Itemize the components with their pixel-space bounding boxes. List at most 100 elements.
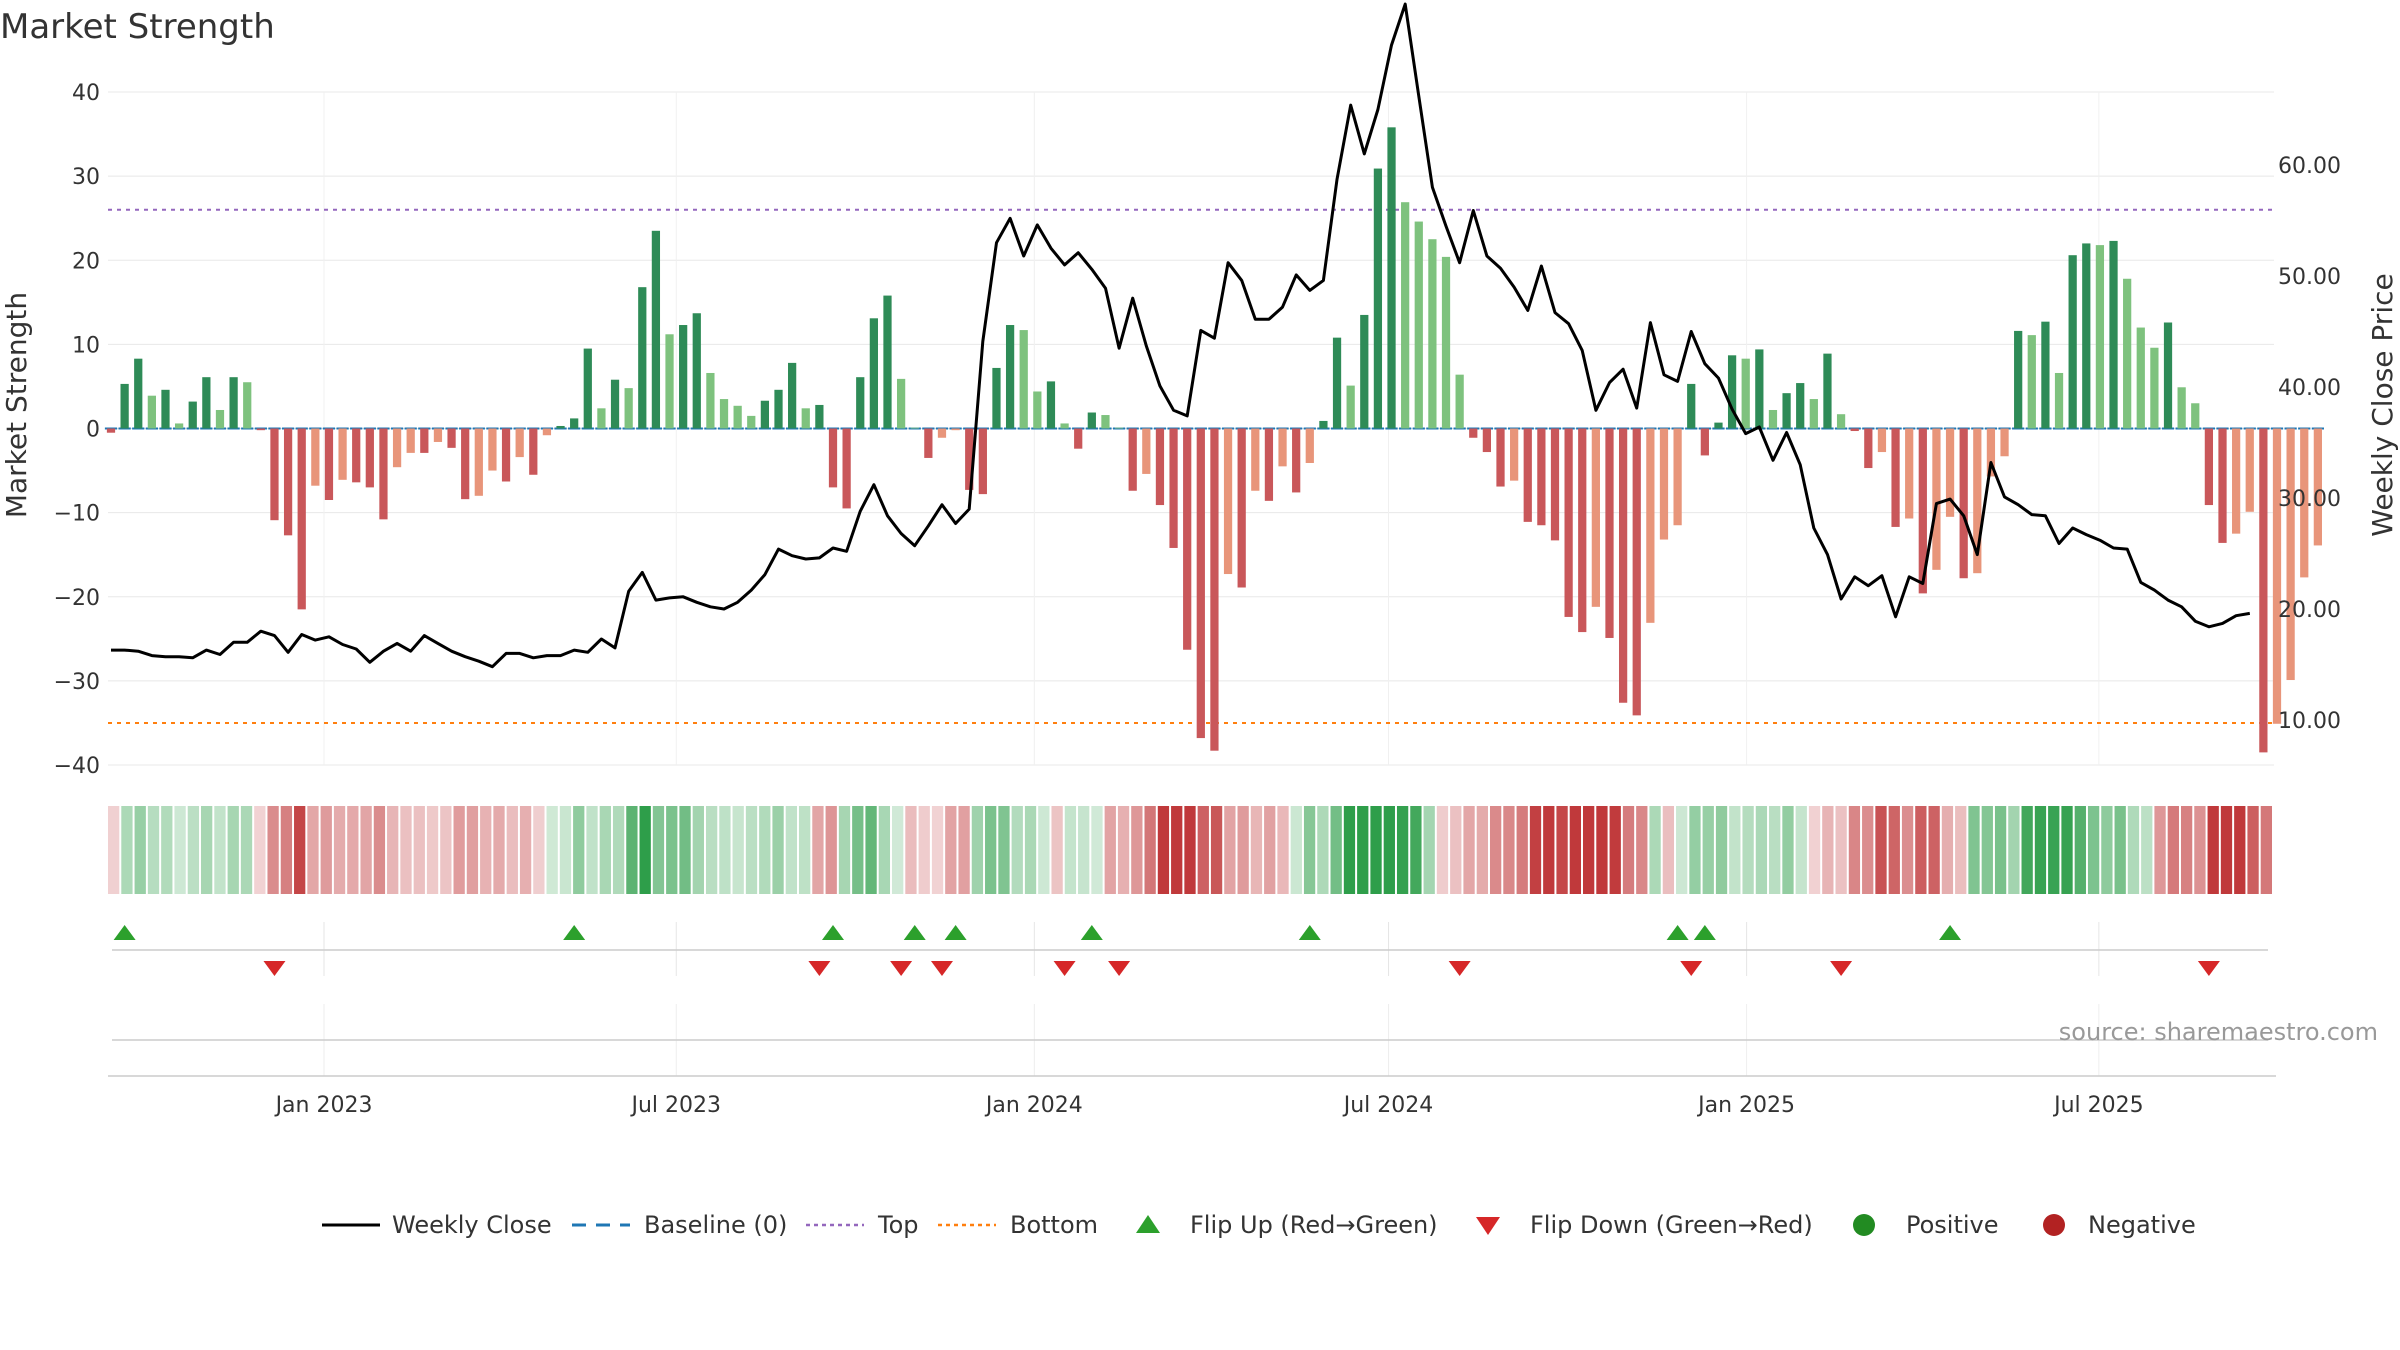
- heat-cell: [187, 806, 200, 894]
- legend-swatch-negative: [2043, 1214, 2065, 1236]
- heat-cell: [1290, 806, 1302, 894]
- x-tick-label: Jan 2023: [274, 1093, 373, 1118]
- heat-cell: [1676, 806, 1688, 894]
- heat-cell: [201, 806, 213, 894]
- strength-bar: [1918, 428, 1927, 594]
- strength-bar: [529, 428, 538, 475]
- y-tick-label: −30: [54, 670, 100, 695]
- heat-cell: [1742, 806, 1754, 894]
- strength-bar: [365, 428, 374, 488]
- heat-cell: [705, 806, 718, 894]
- heat-cell: [1131, 806, 1143, 894]
- heat-cell: [692, 806, 704, 894]
- strength-bar: [1591, 428, 1600, 607]
- strength-bar: [1550, 428, 1560, 541]
- heat-cell: [147, 806, 160, 894]
- strength-bar: [1959, 428, 1968, 579]
- weekly-close-path: [111, 2, 2251, 669]
- heat-cell: [320, 806, 332, 894]
- strength-bar: [2245, 428, 2254, 512]
- heat-cell: [174, 806, 186, 894]
- heat-cell: [1516, 806, 1528, 894]
- strength-bar: [1632, 428, 1641, 716]
- strength-bar: [1169, 428, 1178, 548]
- strength-bar: [1864, 428, 1873, 469]
- strength-bar: [243, 382, 252, 429]
- strength-bar: [2313, 428, 2322, 546]
- flip-down-marker: [1108, 961, 1131, 976]
- y-axis-right: 60.00 50.00 40.00 30.00 20.00 10.00: [2278, 154, 2341, 734]
- flip-down-marker: [1053, 961, 1076, 976]
- strength-bar: [651, 230, 661, 429]
- heat-cell: [1357, 806, 1369, 894]
- heat-cell: [1543, 806, 1555, 894]
- heat-cell: [2247, 806, 2259, 894]
- legend-label: Flip Down (Green→Red): [1530, 1211, 1813, 1239]
- strength-bar: [2204, 428, 2214, 506]
- strength-bar: [610, 379, 620, 429]
- heat-cell: [1064, 806, 1077, 894]
- legend-swatch-flip-down: [1476, 1217, 1500, 1235]
- heat-cell: [214, 806, 226, 894]
- heat-cell: [400, 806, 412, 894]
- strength-bar: [1618, 428, 1628, 703]
- y2-tick-label: 60.00: [2278, 154, 2341, 179]
- heat-cell: [240, 806, 253, 894]
- strength-bar: [2286, 428, 2295, 681]
- heat-cell: [1197, 806, 1209, 894]
- heat-cell: [2220, 806, 2233, 894]
- heat-cell: [1038, 806, 1050, 894]
- heat-cell: [1795, 806, 1807, 894]
- heat-cell: [639, 806, 651, 894]
- heat-cell: [347, 806, 359, 894]
- strength-bar: [1564, 428, 1573, 617]
- y-tick-label: 10: [72, 333, 100, 358]
- heat-cell: [2234, 806, 2246, 894]
- y-tick-label: 40: [72, 81, 100, 106]
- heat-cell: [108, 806, 120, 894]
- strength-bar: [583, 348, 592, 429]
- strength-bar: [1687, 383, 1696, 429]
- strength-bar: [1891, 428, 1900, 527]
- heat-cell: [1091, 806, 1103, 894]
- strength-bar: [706, 372, 715, 429]
- x-tick-label: Jul 2024: [1342, 1093, 1434, 1118]
- heat-cell: [745, 806, 758, 894]
- heat-cell: [1689, 806, 1701, 894]
- heat-cell: [373, 806, 386, 894]
- strength-bar: [256, 428, 265, 431]
- heat-cell: [1317, 806, 1329, 894]
- heat-cell: [1476, 806, 1488, 894]
- heat-cell: [2194, 806, 2206, 894]
- heat-cell: [2180, 806, 2193, 894]
- legend-label: Flip Up (Red→Green): [1190, 1211, 1438, 1239]
- weekly-close-line: [111, 2, 2251, 669]
- heat-cell: [1184, 806, 1196, 894]
- heat-cell: [825, 806, 837, 894]
- strength-bar: [1305, 428, 1314, 463]
- heat-cell: [2021, 806, 2033, 894]
- strength-bar: [1836, 414, 1846, 429]
- strength-bar: [297, 428, 306, 610]
- heat-cell: [1649, 806, 1661, 894]
- heat-cell: [1755, 806, 1768, 894]
- flip-down-marker: [1830, 961, 1853, 976]
- strength-bar: [679, 325, 688, 429]
- flip-down-marker: [1448, 961, 1471, 976]
- strength-bar: [1768, 409, 1778, 429]
- strength-bar: [978, 428, 987, 495]
- heat-cell: [772, 806, 784, 894]
- heat-cell: [1556, 806, 1568, 894]
- heat-cell: [2207, 806, 2219, 894]
- heat-cell: [2154, 806, 2166, 894]
- strength-bar: [1278, 428, 1287, 467]
- heat-cell: [1078, 806, 1090, 894]
- strength-bar: [1428, 239, 1437, 429]
- y-tick-label: 30: [72, 165, 100, 190]
- heat-cell: [865, 806, 877, 894]
- heat-cell: [1024, 806, 1037, 894]
- strength-bar: [134, 358, 143, 429]
- heat-cell: [1835, 806, 1847, 894]
- y2-tick-label: 20.00: [2278, 598, 2341, 623]
